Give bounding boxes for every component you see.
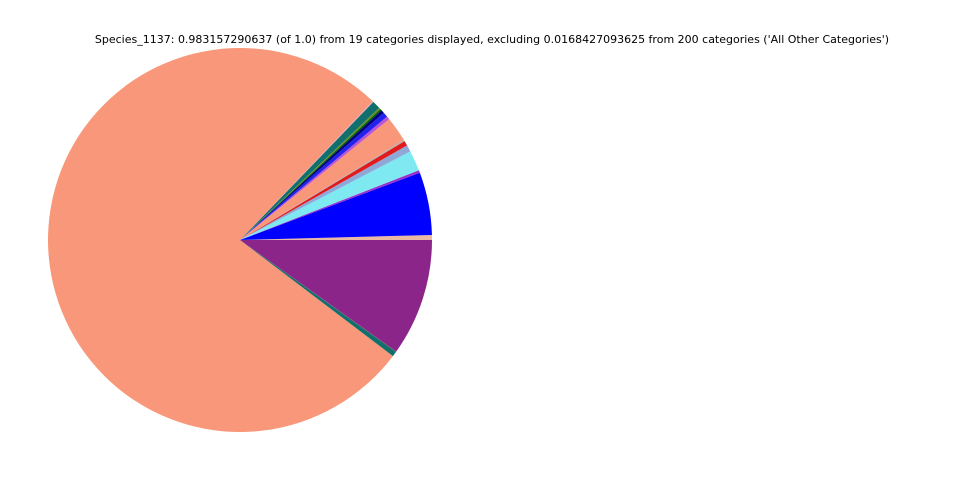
- pie-slice: [240, 172, 432, 240]
- pie-slice: [240, 240, 397, 353]
- pie-slice: [240, 234, 432, 240]
- pie-slice: [240, 109, 382, 240]
- pie-slice: [240, 101, 374, 240]
- pie-slice: [240, 110, 384, 240]
- pie-slice: [48, 47, 393, 432]
- pie-slice: [240, 119, 404, 240]
- pie-slice: [240, 107, 381, 240]
- pie-slice: [240, 101, 380, 240]
- pie-slice: [240, 151, 419, 240]
- pie-slice: [240, 170, 420, 240]
- pie-slice: [240, 240, 432, 352]
- pie-slice: [240, 141, 408, 240]
- pie-slice: [240, 139, 405, 240]
- pie-slice: [240, 145, 411, 240]
- pie-slice: [240, 240, 396, 357]
- pie-slice: [240, 112, 388, 240]
- chart-title: Species_1137: 0.983157290637 (of 1.0) fr…: [95, 33, 889, 46]
- pie-slice: [240, 116, 390, 240]
